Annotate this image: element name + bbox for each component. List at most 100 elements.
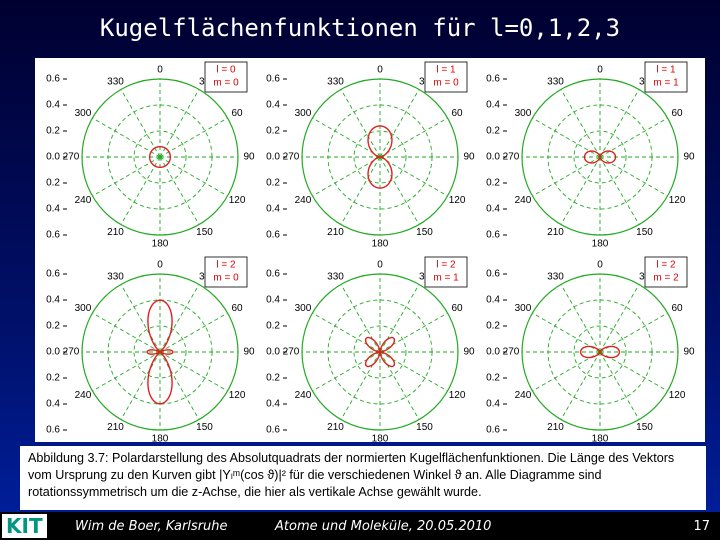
angle-tick-label: 210 bbox=[327, 422, 344, 433]
angle-tick-label: 270 bbox=[283, 152, 300, 163]
radial-tick-label: 0.2 bbox=[486, 178, 500, 189]
legend-box bbox=[424, 61, 468, 93]
page-number: 17 bbox=[693, 519, 710, 534]
radial-tick-label: 0.4 bbox=[486, 399, 500, 410]
radial-tick-label: 0.6 bbox=[46, 74, 60, 85]
grid-spoke bbox=[340, 284, 381, 353]
title: Kugelflächenfunktionen für l=0,1,2,3 bbox=[99, 14, 621, 42]
radial-tick-label: 0.0 bbox=[46, 347, 60, 358]
radial-tick-label: 0.2 bbox=[46, 373, 60, 384]
angle-tick-label: 0 bbox=[377, 65, 383, 76]
legend-text: l = 1 bbox=[656, 65, 676, 76]
grid-spoke bbox=[379, 156, 420, 225]
footer: KIT Wim de Boer, Karlsruhe Atome und Mol… bbox=[0, 512, 720, 540]
legend-text: m = 1 bbox=[653, 78, 679, 89]
grid-spoke bbox=[340, 351, 381, 420]
grid-circle bbox=[133, 130, 187, 184]
angle-tick-label: 0 bbox=[157, 260, 163, 271]
angle-tick-label: 120 bbox=[229, 390, 246, 401]
angle-tick-label: 120 bbox=[229, 195, 246, 206]
legend-box bbox=[424, 256, 468, 288]
grid-spoke bbox=[599, 89, 640, 158]
angle-tick-label: 90 bbox=[243, 347, 255, 358]
angle-tick-label: 0 bbox=[597, 65, 603, 76]
grid-spoke bbox=[312, 156, 381, 197]
angle-tick-label: 90 bbox=[683, 347, 695, 358]
angle-tick-label: 270 bbox=[63, 152, 80, 163]
angle-tick-label: 180 bbox=[372, 434, 389, 442]
panel-background bbox=[35, 58, 705, 442]
radial-tick-label: 0.4 bbox=[46, 100, 60, 111]
angle-tick-label: 210 bbox=[547, 227, 564, 238]
radial-tick-label: 0.2 bbox=[486, 373, 500, 384]
legend-text: l = 2 bbox=[436, 260, 456, 271]
grid-spoke bbox=[560, 284, 601, 353]
radial-tick-label: 0.2 bbox=[266, 178, 280, 189]
angle-tick-label: 330 bbox=[327, 271, 344, 282]
angle-tick-label: 240 bbox=[295, 195, 312, 206]
grid-circle bbox=[573, 325, 627, 379]
legend-text: l = 0 bbox=[216, 65, 236, 76]
radial-tick-label: 0.4 bbox=[266, 204, 280, 215]
grid-spoke bbox=[92, 156, 161, 197]
angle-tick-label: 180 bbox=[152, 434, 169, 442]
radial-tick-label: 0.0 bbox=[486, 347, 500, 358]
angle-tick-label: 330 bbox=[547, 76, 564, 87]
angle-tick-label: 270 bbox=[503, 347, 520, 358]
radial-tick-label: 0.2 bbox=[486, 321, 500, 332]
radial-tick-label: 0.4 bbox=[486, 204, 500, 215]
angle-tick-label: 330 bbox=[327, 76, 344, 87]
grid-spoke bbox=[92, 312, 161, 353]
grid-spoke bbox=[159, 284, 200, 353]
angle-tick-label: 150 bbox=[636, 227, 653, 238]
plots-panel: 0.60.40.20.00.20.40.60306090120150180210… bbox=[35, 58, 705, 442]
legend-text: m = 2 bbox=[653, 273, 679, 284]
radial-tick-label: 0.6 bbox=[266, 425, 280, 436]
grid-spoke bbox=[532, 156, 601, 197]
angle-tick-label: 180 bbox=[152, 239, 169, 250]
grid-spoke bbox=[599, 156, 668, 197]
angle-tick-label: 0 bbox=[157, 65, 163, 76]
legend-text: l = 2 bbox=[216, 260, 236, 271]
angle-tick-label: 120 bbox=[669, 195, 686, 206]
legend-box bbox=[204, 256, 248, 288]
angle-tick-label: 330 bbox=[107, 271, 124, 282]
radial-tick-label: 0.6 bbox=[266, 230, 280, 241]
angle-tick-label: 300 bbox=[515, 108, 532, 119]
grid-spoke bbox=[340, 89, 381, 158]
radial-tick-label: 0.6 bbox=[46, 269, 60, 280]
angle-tick-label: 60 bbox=[672, 303, 684, 314]
legend-text: m = 0 bbox=[433, 78, 459, 89]
grid-circle bbox=[573, 130, 627, 184]
angle-tick-label: 300 bbox=[295, 303, 312, 314]
angle-tick-label: 180 bbox=[592, 434, 609, 442]
angle-tick-label: 330 bbox=[107, 76, 124, 87]
grid-spoke bbox=[599, 156, 640, 225]
radial-tick-label: 0.6 bbox=[46, 230, 60, 241]
grid-spoke bbox=[92, 117, 161, 158]
radial-tick-label: 0.6 bbox=[486, 425, 500, 436]
angle-tick-label: 240 bbox=[295, 390, 312, 401]
angle-tick-label: 270 bbox=[283, 347, 300, 358]
legend-box bbox=[644, 61, 688, 93]
grid-circle bbox=[133, 325, 187, 379]
radial-tick-label: 0.6 bbox=[266, 74, 280, 85]
angle-tick-label: 240 bbox=[75, 390, 92, 401]
angle-tick-label: 180 bbox=[372, 239, 389, 250]
angle-tick-label: 240 bbox=[515, 390, 532, 401]
grid-spoke bbox=[379, 312, 448, 353]
angle-tick-label: 150 bbox=[196, 227, 213, 238]
radial-tick-label: 0.4 bbox=[266, 399, 280, 410]
angle-tick-label: 0 bbox=[597, 260, 603, 271]
ylm-curve bbox=[148, 145, 172, 169]
angle-tick-label: 60 bbox=[452, 303, 464, 314]
legend-box bbox=[204, 61, 248, 93]
grid-spoke bbox=[312, 117, 381, 158]
angle-tick-label: 90 bbox=[463, 347, 475, 358]
angle-tick-label: 150 bbox=[416, 422, 433, 433]
radial-tick-label: 0.2 bbox=[46, 126, 60, 137]
angle-tick-label: 150 bbox=[416, 227, 433, 238]
grid-circle bbox=[353, 325, 407, 379]
ylm-curve bbox=[579, 345, 621, 359]
grid-spoke bbox=[532, 351, 601, 392]
